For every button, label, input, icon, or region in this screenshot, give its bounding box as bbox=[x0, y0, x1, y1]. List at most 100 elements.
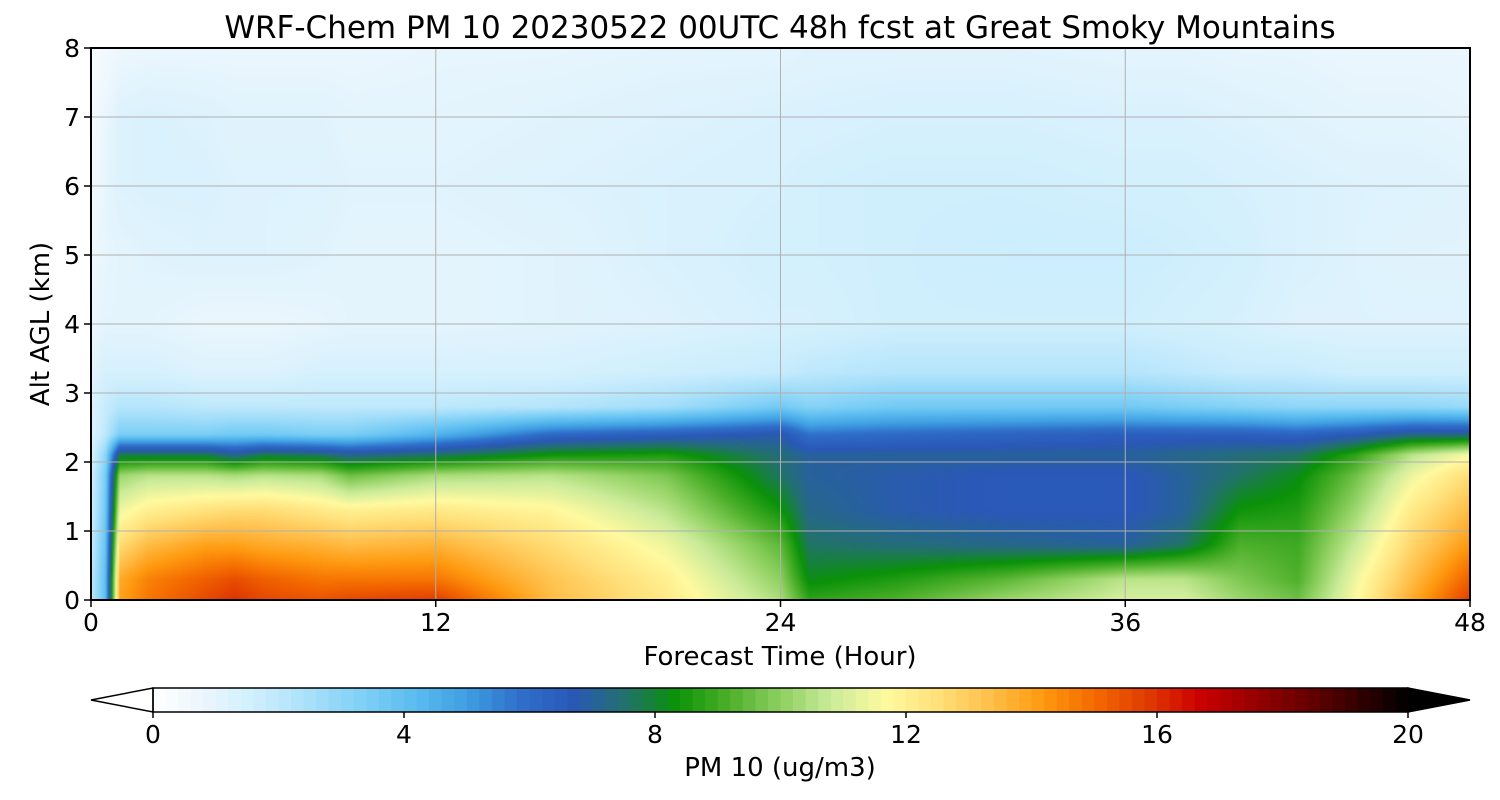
colorbar-segment bbox=[680, 688, 694, 712]
colorbar-tick-label: 4 bbox=[396, 720, 412, 749]
y-tick-label: 0 bbox=[64, 586, 80, 615]
colorbar-segment bbox=[1018, 688, 1033, 712]
x-tick-label: 36 bbox=[1109, 608, 1141, 637]
colorbar-segment bbox=[178, 688, 192, 712]
y-axis: 0 1 2 3 4 5 6 7 8 bbox=[64, 34, 91, 615]
colorbar-segment bbox=[780, 688, 794, 712]
colorbar-tick-label: 0 bbox=[145, 720, 161, 749]
colorbar-segment bbox=[190, 688, 204, 712]
colorbar-segment bbox=[240, 688, 254, 712]
colorbar-segment bbox=[767, 688, 782, 712]
colorbar-segment bbox=[542, 688, 556, 712]
colorbar-segment bbox=[1282, 688, 1296, 712]
colorbar-segment bbox=[1370, 688, 1384, 712]
colorbar-segment bbox=[830, 688, 844, 712]
y-tick-label: 5 bbox=[64, 241, 80, 270]
colorbar-segment bbox=[717, 688, 731, 712]
colorbar-segment bbox=[880, 688, 895, 712]
colorbar-segment bbox=[1157, 688, 1171, 712]
x-tick-label: 0 bbox=[83, 608, 99, 637]
colorbar-segment bbox=[1332, 688, 1346, 712]
colorbar-segment bbox=[504, 688, 518, 712]
colorbar-segment bbox=[906, 688, 920, 712]
colorbar-segment bbox=[491, 688, 505, 712]
colorbar-segment bbox=[579, 688, 593, 712]
colorbar-segment bbox=[466, 688, 480, 712]
colorbar-segment bbox=[1382, 688, 1397, 712]
colorbar-segment bbox=[943, 688, 957, 712]
x-tick-label: 12 bbox=[420, 608, 452, 637]
colorbar-segment bbox=[1320, 688, 1334, 712]
colorbar-segment bbox=[968, 688, 982, 712]
colorbar-segment bbox=[893, 688, 907, 712]
colorbar-segment bbox=[855, 688, 869, 712]
colorbar-segment bbox=[265, 688, 280, 712]
colorbar-segment bbox=[404, 688, 418, 712]
colorbar-segment bbox=[1131, 688, 1146, 712]
colorbar-segment bbox=[918, 688, 932, 712]
colorbar-segment bbox=[956, 688, 970, 712]
colorbar-segment bbox=[328, 688, 342, 712]
colorbar-segment bbox=[165, 688, 179, 712]
colorbar-segment bbox=[479, 688, 493, 712]
colorbar-frame bbox=[152, 687, 1409, 713]
colorbar-segment bbox=[1357, 688, 1371, 712]
colorbar-segment bbox=[793, 688, 807, 712]
colorbar-segment bbox=[1269, 688, 1284, 712]
colorbar-segment bbox=[1307, 688, 1321, 712]
colorbar-segment bbox=[1056, 688, 1070, 712]
colorbar-segment bbox=[554, 688, 568, 712]
y-tick-label: 7 bbox=[64, 103, 80, 132]
colorbar-segment bbox=[1169, 688, 1183, 712]
colorbar-extend-high bbox=[1407, 687, 1471, 713]
colorbar-segment bbox=[868, 688, 882, 712]
colorbar-segment bbox=[629, 688, 644, 712]
colorbar-segment bbox=[378, 688, 393, 712]
colorbar-segment bbox=[153, 688, 167, 712]
colorbar-segment bbox=[278, 688, 292, 712]
colorbar-segment bbox=[742, 688, 756, 712]
colorbar-segment bbox=[1244, 688, 1258, 712]
x-tick-label: 48 bbox=[1454, 608, 1486, 637]
colorbar-segment bbox=[253, 688, 267, 712]
colorbar-segment bbox=[316, 688, 330, 712]
colorbar bbox=[90, 687, 1471, 713]
y-tick-label: 2 bbox=[64, 448, 80, 477]
colorbar-axis: 0 4 8 12 16 20 bbox=[145, 712, 1424, 749]
colorbar-tick-label: 8 bbox=[647, 720, 663, 749]
colorbar-segment bbox=[1094, 688, 1108, 712]
colorbar-segment bbox=[592, 688, 606, 712]
x-tick-label: 24 bbox=[765, 608, 797, 637]
colorbar-segment bbox=[667, 688, 681, 712]
colorbar-segment bbox=[228, 688, 242, 712]
grid-lines bbox=[91, 48, 1470, 600]
y-tick-label: 4 bbox=[64, 310, 80, 339]
colorbar-segment bbox=[1081, 688, 1095, 712]
colorbar-segment bbox=[692, 688, 706, 712]
colorbar-segment bbox=[1295, 688, 1309, 712]
colorbar-segment bbox=[1194, 688, 1208, 712]
colorbar-segment bbox=[1031, 688, 1045, 712]
colorbar-segment bbox=[755, 688, 769, 712]
colorbar-segment bbox=[604, 688, 618, 712]
colorbar-extend-low bbox=[90, 687, 154, 713]
colorbar-segment bbox=[1182, 688, 1196, 712]
colorbar-segment bbox=[303, 688, 317, 712]
colorbar-segment bbox=[1207, 688, 1221, 712]
colorbar-segment bbox=[353, 688, 367, 712]
colorbar-segment bbox=[981, 688, 995, 712]
colorbar-segment bbox=[366, 688, 380, 712]
colorbar-segment bbox=[843, 688, 857, 712]
x-axis: 0 12 24 36 48 bbox=[83, 600, 1486, 637]
y-axis-label: Alt AGL (km) bbox=[26, 242, 56, 406]
colorbar-segment bbox=[429, 688, 443, 712]
colorbar-segment bbox=[416, 688, 430, 712]
colorbar-segment bbox=[655, 688, 669, 712]
y-tick-label: 3 bbox=[64, 379, 80, 408]
colorbar-segment bbox=[529, 688, 543, 712]
colorbar-segment bbox=[805, 688, 819, 712]
colorbar-segment bbox=[1044, 688, 1058, 712]
colorbar-segment bbox=[1345, 688, 1359, 712]
colorbar-segment bbox=[993, 688, 1007, 712]
chart-title: WRF-Chem PM 10 20230522 00UTC 48h fcst a… bbox=[224, 10, 1335, 46]
